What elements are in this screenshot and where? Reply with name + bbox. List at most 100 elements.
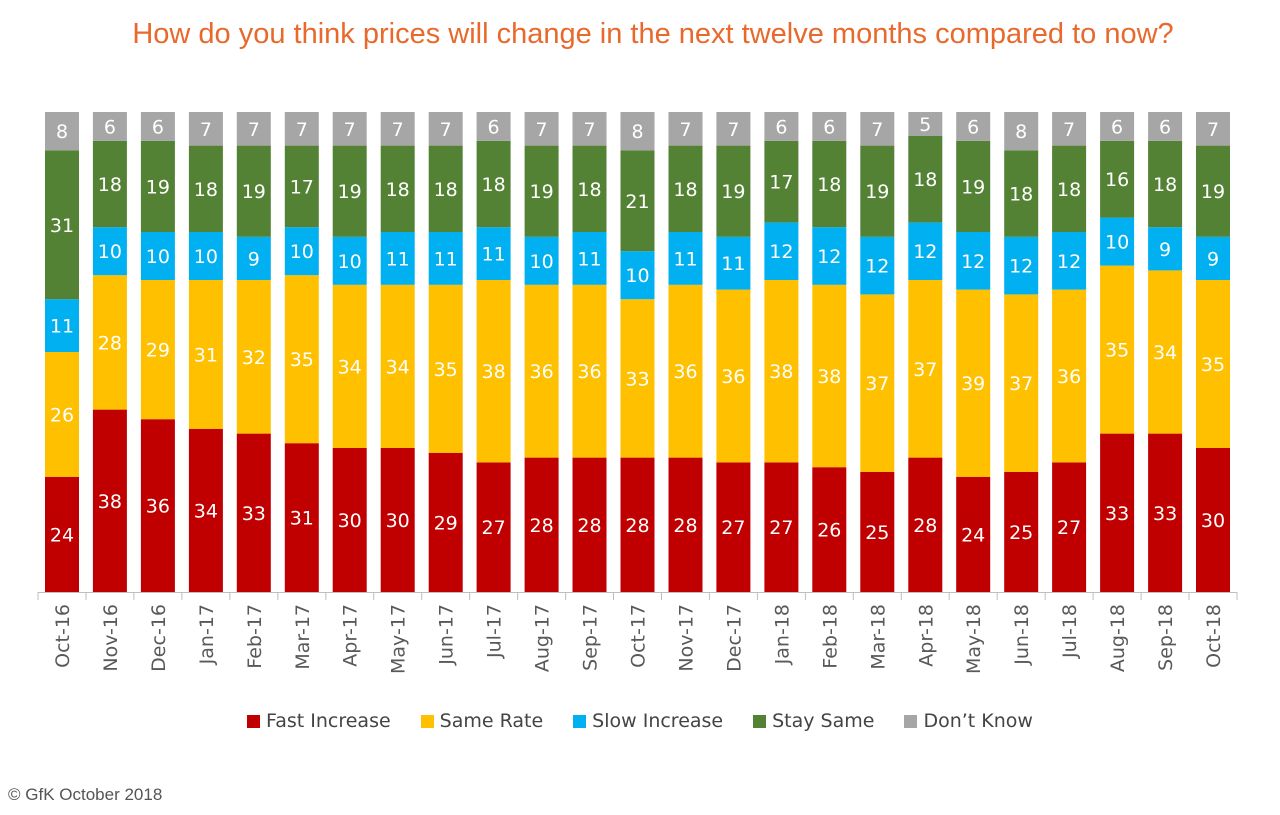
- data-label-fast-increase: 34: [194, 500, 218, 522]
- bar-segment-slow-increase: [1004, 236, 1039, 295]
- data-label-fast-increase: 31: [290, 508, 314, 530]
- legend-item-don-t-know: Don’t Know: [904, 710, 1033, 732]
- data-label-don-t-know: 7: [871, 119, 883, 141]
- data-label-don-t-know: 6: [152, 116, 164, 138]
- bar-segment-don-t-know: [284, 112, 319, 146]
- bar-segment-fast-increase: [620, 457, 655, 592]
- bar-segment-slow-increase: [284, 227, 319, 276]
- data-label-same-rate: 34: [338, 356, 362, 378]
- bar-segment-don-t-know: [620, 112, 655, 151]
- bar-segment-don-t-know: [140, 112, 175, 141]
- bar-segment-fast-increase: [668, 457, 703, 592]
- data-label-stay-same: 18: [194, 179, 218, 201]
- bar-segment-same-rate: [45, 352, 79, 477]
- data-label-same-rate: 35: [1201, 354, 1225, 376]
- bar-segment-same-rate: [812, 284, 847, 468]
- data-label-fast-increase: 28: [530, 515, 554, 537]
- legend-item-fast-increase: Fast Increase: [247, 710, 391, 732]
- data-label-slow-increase: 12: [1009, 256, 1033, 278]
- bar-segment-don-t-know: [1100, 112, 1135, 141]
- bar-segment-don-t-know: [476, 112, 511, 141]
- data-label-same-rate: 37: [1009, 373, 1033, 395]
- legend-swatch: [573, 714, 587, 728]
- x-tick-label: Oct-16: [52, 604, 74, 668]
- bar-segment-same-rate: [1148, 270, 1183, 434]
- data-label-slow-increase: 9: [248, 248, 260, 270]
- bar-segment-don-t-know: [45, 112, 79, 151]
- bar-segment-slow-increase: [332, 236, 367, 285]
- x-tick-label: Aug-18: [1107, 604, 1129, 672]
- bar-segment-stay-same: [764, 140, 799, 223]
- bar-segment-stay-same: [236, 145, 271, 237]
- data-label-slow-increase: 11: [577, 248, 601, 270]
- data-label-fast-increase: 28: [625, 515, 649, 537]
- bar-segment-don-t-know: [524, 112, 559, 146]
- data-label-stay-same: 19: [338, 181, 362, 203]
- x-tick-label: Aug-17: [532, 604, 554, 672]
- data-label-stay-same: 18: [98, 174, 122, 196]
- bar-segment-fast-increase: [428, 452, 463, 592]
- data-label-fast-increase: 27: [482, 517, 506, 539]
- data-label-fast-increase: 33: [1153, 503, 1177, 525]
- data-label-same-rate: 34: [386, 356, 410, 378]
- legend-swatch: [420, 714, 434, 728]
- bar-segment-stay-same: [956, 140, 991, 232]
- data-label-stay-same: 18: [577, 179, 601, 201]
- bar-segment-stay-same: [332, 145, 367, 237]
- x-tick-label: Jun-17: [436, 604, 458, 666]
- data-label-same-rate: 36: [577, 361, 601, 383]
- data-label-fast-increase: 29: [434, 512, 458, 534]
- bar-segment-fast-increase: [188, 428, 223, 592]
- bar-segment-stay-same: [716, 145, 751, 237]
- bar-segment-same-rate: [476, 280, 511, 463]
- data-label-fast-increase: 24: [50, 524, 74, 546]
- data-label-stay-same: 21: [625, 191, 649, 213]
- bar-segment-same-rate: [380, 284, 415, 448]
- data-label-stay-same: 19: [865, 181, 889, 203]
- bar-segment-same-rate: [284, 275, 319, 444]
- bar-segment-stay-same: [812, 140, 847, 228]
- bar-segment-don-t-know: [236, 112, 271, 146]
- data-label-don-t-know: 6: [488, 116, 500, 138]
- data-label-slow-increase: 12: [865, 256, 889, 278]
- x-tick-label: Nov-17: [676, 604, 698, 672]
- legend-item-same-rate: Same Rate: [420, 710, 544, 732]
- bar-segment-slow-increase: [860, 236, 895, 295]
- data-label-stay-same: 19: [146, 176, 170, 198]
- data-label-stay-same: 19: [530, 181, 554, 203]
- x-tick-label: Jul-17: [484, 604, 506, 659]
- legend-swatch: [753, 714, 767, 728]
- bar-segment-stay-same: [476, 140, 511, 228]
- bar-segment-fast-increase: [956, 476, 991, 592]
- bar-segment-same-rate: [1004, 294, 1039, 472]
- legend-label: Same Rate: [439, 710, 544, 732]
- data-label-same-rate: 35: [434, 359, 458, 381]
- bar-segment-slow-increase: [188, 232, 223, 280]
- data-label-don-t-know: 8: [631, 121, 643, 143]
- data-label-slow-increase: 10: [338, 251, 362, 273]
- bar-segment-don-t-know: [908, 112, 943, 136]
- bar-segment-don-t-know: [860, 112, 895, 146]
- data-label-fast-increase: 33: [1105, 503, 1129, 525]
- x-tick-label: Jan-18: [771, 604, 793, 665]
- bar-segment-same-rate: [908, 280, 943, 458]
- bar-segment-fast-increase: [1196, 448, 1230, 592]
- bar-segment-don-t-know: [1148, 112, 1183, 141]
- x-tick-label: Mar-18: [867, 604, 889, 670]
- data-label-same-rate: 28: [98, 332, 122, 354]
- bar-segment-fast-increase: [45, 476, 79, 592]
- bar-segment-stay-same: [620, 150, 655, 252]
- data-label-stay-same: 17: [290, 176, 314, 198]
- data-label-same-rate: 37: [865, 373, 889, 395]
- data-label-stay-same: 18: [817, 174, 841, 196]
- data-label-same-rate: 33: [625, 368, 649, 390]
- x-tick-label: Dec-17: [723, 604, 745, 672]
- legend-label: Stay Same: [772, 710, 875, 732]
- x-tick-label: May-18: [963, 604, 985, 674]
- bar-segment-fast-increase: [572, 457, 607, 592]
- data-label-same-rate: 32: [242, 347, 266, 369]
- data-label-don-t-know: 7: [392, 119, 404, 141]
- bar-segment-slow-increase: [1052, 232, 1087, 290]
- bar-segment-same-rate: [524, 284, 559, 458]
- bar-segment-same-rate: [956, 289, 991, 477]
